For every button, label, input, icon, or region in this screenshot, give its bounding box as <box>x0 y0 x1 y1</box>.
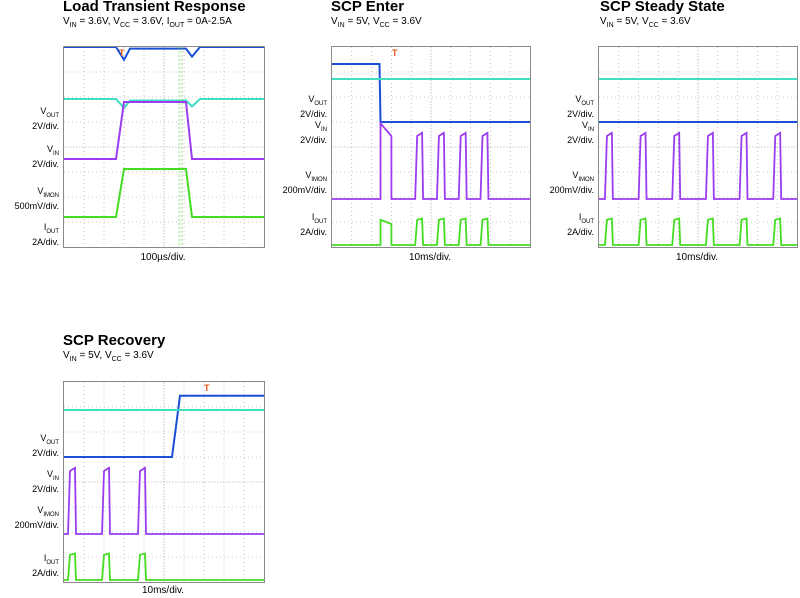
trace-imon <box>64 101 264 160</box>
channel-scale: 2V/div. <box>32 120 59 131</box>
channel-scale: 2V/div. <box>32 158 59 169</box>
channel-scale: 2A/div. <box>32 567 59 578</box>
trigger-marker: T <box>204 383 210 393</box>
trace-vout <box>332 63 530 123</box>
panel-title: Load Transient Response <box>63 0 246 15</box>
scope-svg <box>599 47 797 247</box>
channel-label: IOUT 2A/div. <box>32 222 59 247</box>
trace-vout <box>64 394 264 458</box>
panel-title: SCP Recovery <box>63 332 166 349</box>
graticule <box>64 382 264 582</box>
channel-label: VIMON 200mV/div. <box>282 170 327 195</box>
channel-label: VOUT 2V/div. <box>300 94 327 119</box>
channel-label: VOUT 2V/div. <box>32 106 59 131</box>
time-division-label: 10ms/div. <box>408 252 452 263</box>
condition-item: VIN = 5V, <box>600 16 642 29</box>
condition-item: VCC = 3.6V <box>104 350 154 363</box>
trigger-marker: T <box>392 48 398 58</box>
scope-svg: T <box>332 47 530 247</box>
trace-vout <box>64 47 264 62</box>
channel-label: VIN 2V/div. <box>32 144 59 169</box>
trace-imon <box>332 120 530 200</box>
channel-scale: 2V/div. <box>300 108 327 119</box>
trigger-marker: T <box>119 48 125 58</box>
trace-iout <box>332 217 530 246</box>
time-division-label: 10ms/div. <box>675 252 719 263</box>
channel-scale: 200mV/div. <box>549 184 594 195</box>
scope-screen <box>598 46 798 248</box>
trace-iout <box>64 168 264 218</box>
scope-svg: T <box>64 382 264 582</box>
condition-item: IOUT = 0A-2.5A <box>166 16 232 29</box>
panel-conditions: VIN = 5V, VCC = 3.6V <box>331 16 422 29</box>
graticule <box>64 47 264 247</box>
channel-label: VIMON 200mV/div. <box>14 505 59 530</box>
trace-vin <box>64 98 264 110</box>
channel-label: VIN 2V/div. <box>32 469 59 494</box>
time-division-label: 10ms/div. <box>141 585 185 596</box>
channel-scale: 500mV/div. <box>14 200 59 211</box>
panel-title: SCP Steady State <box>600 0 725 15</box>
condition-item: VIN = 5V, <box>331 16 373 29</box>
scope-screen: T <box>63 381 265 583</box>
panel-conditions: VIN = 3.6V, VCC = 3.6V, IOUT = 0A-2.5A <box>63 16 232 29</box>
scope-screen: T <box>63 46 265 248</box>
channel-scale: 200mV/div. <box>14 519 59 530</box>
channel-label: IOUT 2A/div. <box>32 553 59 578</box>
panel-conditions: VIN = 5V, VCC = 3.6V <box>63 350 154 363</box>
condition-item: VIN = 5V, <box>63 350 105 363</box>
condition-item: VCC = 3.6V, <box>113 16 167 29</box>
condition-item: VIN = 3.6V, <box>63 16 114 29</box>
condition-item: VCC = 3.6V <box>372 16 422 29</box>
channel-scale: 2V/div. <box>567 108 594 119</box>
scope-svg: T <box>64 47 264 247</box>
channel-label: VIMON 500mV/div. <box>14 186 59 211</box>
channel-scale: 200mV/div. <box>282 184 327 195</box>
trace-iout <box>64 552 264 581</box>
channel-scale: 2V/div. <box>300 134 327 145</box>
channel-label: VOUT 2V/div. <box>32 433 59 458</box>
panel-conditions: VIN = 5V, VCC = 3.6V <box>600 16 691 29</box>
channel-label: VIMON 200mV/div. <box>549 170 594 195</box>
condition-item: VCC = 3.6V <box>641 16 691 29</box>
graticule <box>599 47 797 247</box>
trace-imon <box>599 131 797 200</box>
channel-label: VIN 2V/div. <box>300 120 327 145</box>
graticule <box>332 47 530 247</box>
channel-label: IOUT 2A/div. <box>300 212 327 237</box>
channel-scale: 2V/div. <box>567 134 594 145</box>
trace-imon <box>64 466 264 535</box>
scope-screen: T <box>331 46 531 248</box>
panel-title: SCP Enter <box>331 0 405 15</box>
channel-label: VIN 2V/div. <box>567 120 594 145</box>
channel-scale: 2A/div. <box>300 226 327 237</box>
channel-scale: 2V/div. <box>32 447 59 458</box>
channel-scale: 2A/div. <box>32 236 59 247</box>
channel-label: VOUT 2V/div. <box>567 94 594 119</box>
trace-iout <box>599 217 797 246</box>
channel-scale: 2A/div. <box>567 226 594 237</box>
channel-label: IOUT 2A/div. <box>567 212 594 237</box>
time-division-label: 100µs/div. <box>140 252 186 263</box>
channel-scale: 2V/div. <box>32 483 59 494</box>
